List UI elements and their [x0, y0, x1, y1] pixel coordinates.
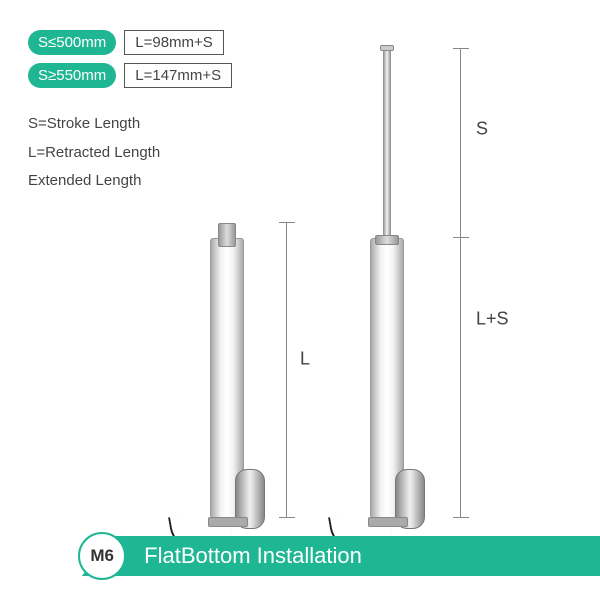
dim-label-L: L: [300, 349, 310, 370]
dim-label-S: S: [476, 119, 488, 140]
actuator-body: [210, 238, 244, 518]
condition-badge-2: S≥550mm: [28, 63, 116, 88]
formula-2: L=147mm+S: [124, 63, 232, 88]
actuator-body-2: [370, 238, 404, 518]
spec-row-2: S≥550mm L=147mm+S: [28, 63, 232, 88]
footer-badge: M6: [78, 532, 126, 580]
footer-bar: M6 FlatBottom Installation: [0, 536, 600, 576]
footer-title: FlatBottom Installation: [144, 543, 362, 569]
rod-collar: [375, 235, 399, 245]
actuator-retracted: [210, 238, 244, 518]
dim-label-LS: L+S: [476, 309, 509, 330]
spec-row-1: S≤500mm L=98mm+S: [28, 30, 232, 55]
actuator-extended: [370, 238, 404, 518]
dim-line-LS: [460, 48, 461, 518]
def-stroke: S=Stroke Length: [28, 110, 160, 139]
def-retracted: L=Retracted Length: [28, 139, 160, 168]
mount-top: [218, 223, 236, 247]
definitions: S=Stroke Length L=Retracted Length Exten…: [28, 110, 160, 196]
spec-block: S≤500mm L=98mm+S S≥550mm L=147mm+S: [0, 30, 232, 96]
formula-1: L=98mm+S: [124, 30, 224, 55]
rod: [383, 48, 391, 238]
def-extended: Extended Length: [28, 167, 160, 196]
rod-tip: [380, 45, 394, 51]
condition-badge-1: S≤500mm: [28, 30, 116, 55]
dim-line-L: [286, 222, 287, 518]
